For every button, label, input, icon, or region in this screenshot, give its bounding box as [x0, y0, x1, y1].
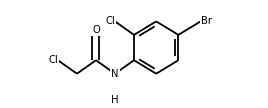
Text: N: N — [111, 69, 119, 79]
Text: H: H — [111, 95, 119, 105]
Text: Cl: Cl — [48, 55, 58, 65]
Text: Br: Br — [200, 16, 211, 26]
Text: O: O — [92, 25, 100, 35]
Text: Cl: Cl — [105, 16, 115, 26]
